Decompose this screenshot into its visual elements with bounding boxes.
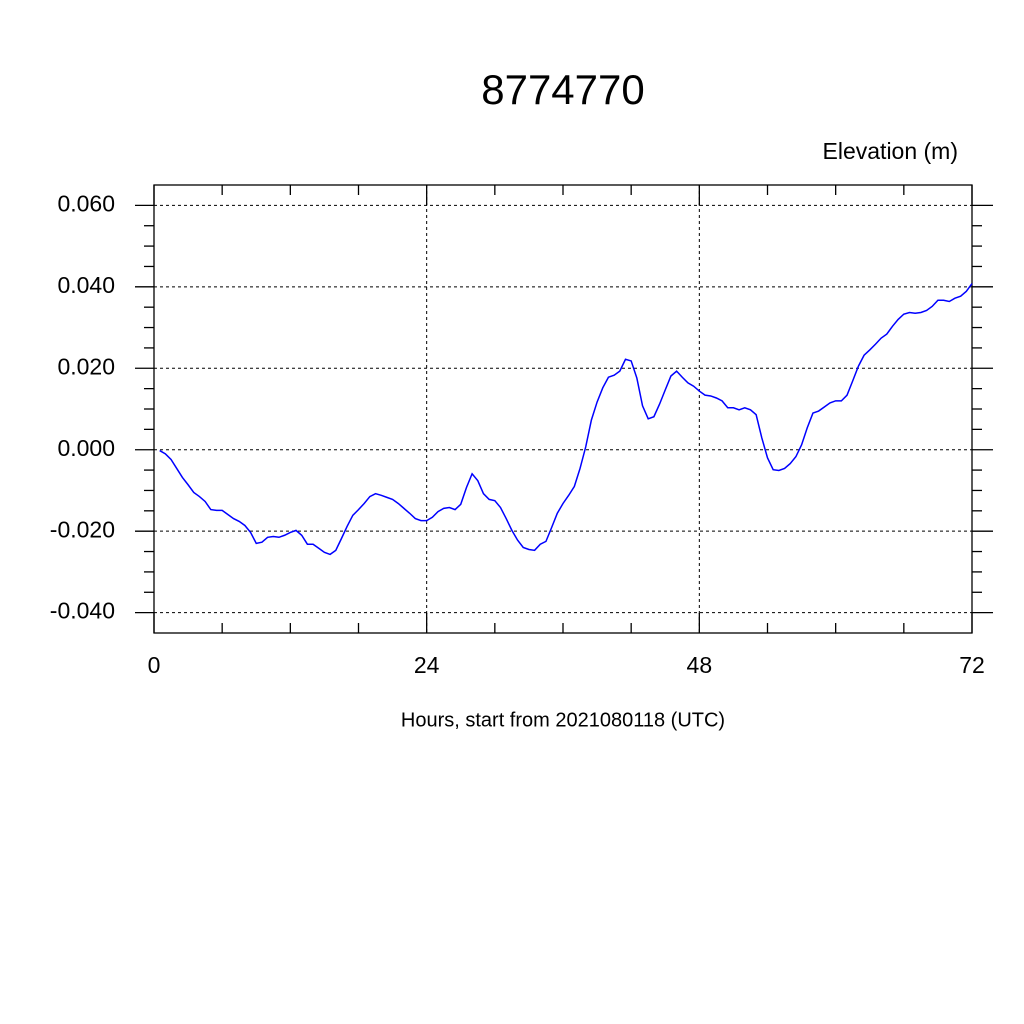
chart-title: 8774770 [481, 66, 645, 113]
y-tick-label: 0.060 [57, 190, 115, 216]
x-tick-label: 24 [414, 652, 440, 678]
data-line [159, 283, 973, 556]
x-tick-label: 72 [959, 652, 985, 678]
x-tick-label: 0 [148, 652, 161, 678]
y-tick-label: 0.000 [57, 435, 115, 461]
x-tick-label: 48 [687, 652, 713, 678]
y-tick-label: -0.040 [50, 598, 115, 624]
y-tick-label: 0.020 [57, 353, 115, 379]
plot-frame [153, 184, 973, 634]
y-tick-label: -0.020 [50, 516, 115, 542]
y-tick-label: 0.040 [57, 272, 115, 298]
y-axis-label: Elevation (m) [823, 138, 958, 164]
x-axis-label: Hours, start from 2021080118 (UTC) [401, 709, 725, 731]
